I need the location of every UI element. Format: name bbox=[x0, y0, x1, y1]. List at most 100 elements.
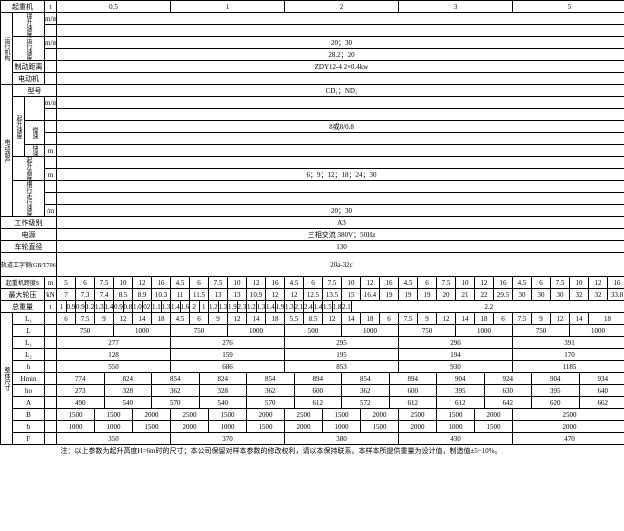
cell: 904 bbox=[532, 373, 580, 385]
Lj-label: L₂ bbox=[13, 349, 45, 361]
totw-label: 总重量 bbox=[1, 301, 45, 313]
cell: 0.91 bbox=[114, 301, 124, 313]
cell: 600 bbox=[294, 385, 342, 397]
cell: 30 bbox=[513, 289, 532, 301]
maxw-label: 最大轮压 bbox=[1, 289, 45, 301]
motor-label: 电动机 bbox=[13, 73, 45, 85]
power-val: 三相交流 380V；50Hz bbox=[57, 229, 624, 241]
cell: 12 bbox=[133, 277, 152, 289]
cell: 750 bbox=[513, 325, 570, 337]
cell: 5.5 bbox=[285, 313, 304, 325]
blank bbox=[57, 109, 624, 121]
ho-label: ho bbox=[13, 385, 45, 397]
cell: 7.5 bbox=[76, 313, 95, 325]
cell: 16 bbox=[494, 277, 513, 289]
cell: 1000 bbox=[209, 421, 247, 433]
cell: 128 bbox=[57, 349, 171, 361]
cell: 7.4 bbox=[95, 289, 114, 301]
cell: 6 bbox=[76, 277, 95, 289]
cell: 854 bbox=[342, 373, 390, 385]
cell: 12 bbox=[475, 277, 494, 289]
unit: m/min bbox=[45, 37, 57, 49]
cell: 30 bbox=[551, 289, 570, 301]
power-label: 电源 bbox=[1, 229, 57, 241]
cell: 1.1 bbox=[152, 301, 162, 313]
cell: 16.4 bbox=[361, 289, 380, 301]
unit bbox=[45, 133, 57, 145]
unit bbox=[45, 421, 57, 433]
cell: 362 bbox=[152, 385, 200, 397]
height-label: 起升高度 bbox=[13, 157, 45, 181]
side-run: 运行机构 bbox=[1, 13, 13, 85]
cell: 750 bbox=[171, 325, 228, 337]
cell: 9 bbox=[532, 313, 551, 325]
cell: 370 bbox=[171, 433, 285, 445]
cell: 7.5 bbox=[551, 277, 570, 289]
work-label: 工作级别 bbox=[1, 217, 57, 229]
unit bbox=[45, 181, 57, 193]
cell: 32 bbox=[589, 289, 608, 301]
cell: 1000 bbox=[323, 421, 361, 433]
cell: 9 bbox=[418, 313, 437, 325]
work-val: A3 bbox=[57, 217, 624, 229]
cell: 4.5 bbox=[285, 277, 304, 289]
unit bbox=[45, 313, 57, 325]
cell: 6 bbox=[190, 277, 209, 289]
cell: 640 bbox=[579, 385, 624, 397]
cell: 1.4 bbox=[171, 301, 181, 313]
cell: 18 bbox=[589, 313, 624, 325]
B-label: B bbox=[13, 409, 45, 421]
unit: m bbox=[45, 169, 57, 181]
unit bbox=[45, 349, 57, 361]
cell: 13.5 bbox=[323, 289, 342, 301]
cell: 430 bbox=[399, 433, 513, 445]
cell: 470 bbox=[513, 433, 624, 445]
Hmin-label: Hmin bbox=[13, 373, 45, 385]
cell: 686 bbox=[171, 361, 285, 373]
cell: 10 bbox=[114, 277, 133, 289]
cell: 12 bbox=[228, 313, 247, 325]
cell: 2500 bbox=[399, 409, 437, 421]
cell: 1500 bbox=[361, 421, 399, 433]
unit bbox=[45, 109, 57, 121]
cell: 395 bbox=[532, 385, 580, 397]
cell: 2000 bbox=[361, 409, 399, 421]
cell: 328 bbox=[199, 385, 247, 397]
cell: 19 bbox=[418, 289, 437, 301]
cell: 7.5 bbox=[95, 277, 114, 289]
unit bbox=[45, 157, 57, 169]
cell: 1500 bbox=[247, 421, 285, 433]
cell: 1.4 bbox=[313, 301, 323, 313]
cell: 934 bbox=[579, 373, 624, 385]
crane-label: 起重机 bbox=[1, 1, 45, 13]
cell: 12 bbox=[551, 313, 570, 325]
F-label: F bbox=[13, 433, 45, 445]
cell: 924 bbox=[484, 373, 532, 385]
cell: 612 bbox=[389, 397, 437, 409]
cell: 5 bbox=[57, 277, 76, 289]
blank bbox=[57, 73, 624, 85]
cell: 10.3 bbox=[152, 289, 171, 301]
col-1: 1 bbox=[171, 1, 285, 13]
cell: 18 bbox=[475, 313, 494, 325]
cell: 350 bbox=[57, 433, 171, 445]
unit: t bbox=[45, 301, 57, 313]
cell: 570 bbox=[152, 397, 200, 409]
cell: 19 bbox=[380, 289, 399, 301]
cell: 572 bbox=[342, 397, 390, 409]
cell: 2000 bbox=[285, 421, 323, 433]
cell: 824 bbox=[104, 373, 152, 385]
cell: 380 bbox=[285, 433, 399, 445]
cell: 570 bbox=[247, 397, 295, 409]
cell: 2000 bbox=[513, 421, 624, 433]
cell: 854 bbox=[247, 373, 295, 385]
cell: 1.3 bbox=[161, 301, 171, 313]
cell: 0.9 bbox=[66, 301, 76, 313]
cell: 11 bbox=[171, 289, 190, 301]
b-label: b bbox=[13, 421, 45, 433]
slow-label: 慢速 bbox=[25, 121, 45, 145]
cell: 19 bbox=[399, 289, 418, 301]
cell: 2000 bbox=[475, 409, 513, 421]
cell: 4.5 bbox=[171, 277, 190, 289]
cell: 12 bbox=[114, 313, 133, 325]
